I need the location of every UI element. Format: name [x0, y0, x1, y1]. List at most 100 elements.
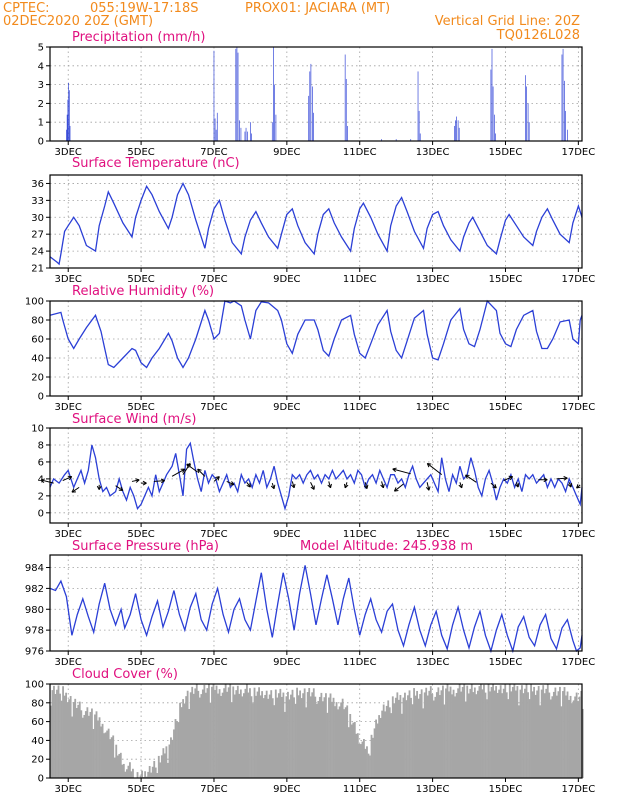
cloud-bar [285, 696, 288, 778]
cloud-bar [252, 703, 254, 778]
cloud-bar [435, 692, 438, 778]
cloud-bar [86, 707, 89, 778]
precip-bar [237, 52, 239, 141]
cloud-bar [132, 768, 134, 778]
cloud-bar [566, 691, 569, 778]
cloud-bar [186, 690, 189, 778]
cloud-bar [410, 697, 412, 778]
cloud-bar [81, 717, 84, 778]
cloud-bar [68, 699, 71, 778]
cloud-bar [432, 700, 435, 778]
precip-bar [418, 110, 420, 141]
cloud-bar [478, 686, 481, 778]
cloud-bar [341, 698, 344, 778]
cloud-bar [569, 695, 572, 778]
wind-arrow [503, 475, 514, 482]
x-tick-label: 7DEC [200, 784, 227, 795]
x-tick-label: 15DEC [489, 402, 523, 413]
cloud-bar [549, 699, 552, 778]
cloud-bar [460, 691, 463, 778]
y-tick-label: 36 [31, 179, 44, 190]
cloud-bar [57, 685, 60, 778]
precip-bar [527, 103, 529, 141]
cloud-bar [227, 687, 230, 778]
cloud-bar [139, 775, 142, 778]
cloud-bar [367, 753, 370, 778]
cloud-bar [483, 684, 485, 778]
cloud-bar [244, 688, 247, 778]
cloud-bar [457, 688, 460, 778]
cloud-bar [259, 695, 262, 778]
cloud-bar [78, 701, 81, 778]
cloud-bar [422, 708, 425, 778]
precip-bar [251, 133, 252, 141]
cloud-bar [125, 769, 128, 778]
cloud-bar [144, 771, 147, 778]
precip-bar [395, 139, 397, 141]
precip-bar [68, 90, 70, 141]
cloud-bar [440, 690, 443, 778]
cloud-bar [343, 709, 346, 778]
cloud-bar [317, 700, 320, 778]
cloud-bar [551, 696, 554, 778]
cloud-bar [464, 701, 467, 778]
cloud-bar [305, 707, 308, 778]
cloud-bar [355, 733, 358, 778]
cloud-bar [262, 698, 265, 778]
cloud-bar [328, 697, 330, 778]
cloud-bar [233, 694, 236, 778]
cloud-bar [300, 698, 303, 778]
header-run-id: TQ0126L028 [496, 28, 580, 43]
cloud-bar [411, 704, 414, 778]
cloud-bar [75, 708, 78, 778]
cloud-bar [391, 696, 394, 778]
cloud-bar [230, 702, 233, 778]
cloud-bar [470, 684, 473, 778]
cloud-bar [543, 693, 546, 778]
wind-arrow [171, 468, 186, 477]
x-tick-label: 3DEC [55, 529, 82, 540]
y-tick-label: 8 [38, 440, 44, 451]
x-tick-label: 9DEC [273, 529, 300, 540]
cloud-bar [513, 684, 516, 778]
precip-bar [458, 127, 460, 141]
precip-bar [214, 118, 216, 141]
cloud-bar [280, 696, 283, 778]
precip-bar [239, 120, 240, 141]
cloud-bar [492, 684, 494, 778]
cloud-bar [122, 763, 125, 778]
y-tick-label: 976 [25, 647, 44, 658]
cloud-bar [381, 710, 384, 778]
precip-bar [66, 114, 68, 141]
cloud-bar [104, 732, 107, 778]
precip-bar [68, 82, 69, 141]
precip-bar [235, 48, 237, 141]
cloud-bar [408, 690, 411, 778]
y-tick-label: 3 [38, 80, 44, 91]
wind-arrow [380, 481, 385, 489]
y-tick-label: 40 [31, 354, 44, 365]
cloud-bar [296, 687, 298, 778]
cloud-bar [147, 771, 150, 778]
precip-bar [250, 122, 251, 141]
cloud-bar [489, 691, 491, 778]
cloud-bar [287, 691, 289, 778]
wind-arrow [514, 482, 520, 488]
panel-pressure: Surface Pressure (hPa) Model Altitude: 24… [25, 539, 595, 668]
cloud-bar [469, 688, 472, 778]
cloud-bar [318, 696, 321, 778]
x-tick-label: 9DEC [273, 147, 300, 158]
cloud-bar [220, 695, 223, 778]
x-tick-label: 9DEC [273, 657, 300, 668]
wind-arrow [71, 486, 80, 493]
cloud-bar [290, 694, 292, 778]
precip-bar [310, 63, 312, 141]
cloud-bar [546, 684, 549, 778]
cloud-bar [340, 702, 343, 778]
x-tick-label: 3DEC [55, 147, 82, 158]
y-tick-label: 6 [38, 457, 44, 468]
cloud-bar [148, 766, 151, 778]
cloud-bar [498, 689, 501, 778]
cloud-bar [501, 693, 504, 778]
wind-arrow [425, 482, 431, 491]
